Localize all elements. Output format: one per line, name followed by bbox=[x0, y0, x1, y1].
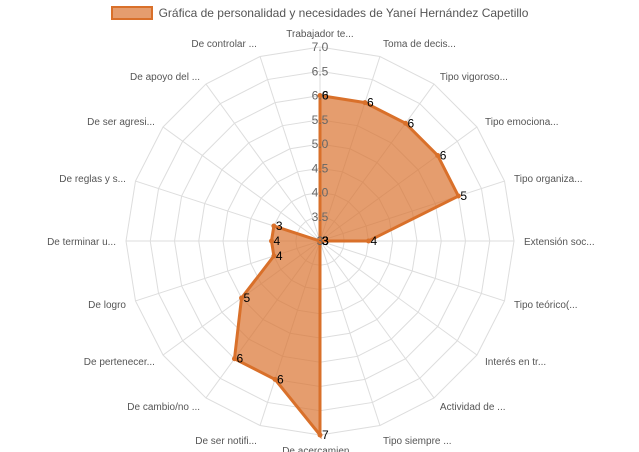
data-label-9: 3 bbox=[322, 234, 329, 248]
axis-label-17: De ser agresi... bbox=[87, 117, 155, 128]
data-point-19 bbox=[317, 238, 323, 244]
data-label-10: 7 bbox=[322, 428, 329, 442]
grid-spoke-19 bbox=[259, 56, 321, 242]
data-label-17: 3 bbox=[322, 234, 329, 248]
grid-spoke-6 bbox=[319, 240, 505, 302]
tick-label-5: 5.5 bbox=[312, 113, 329, 127]
grid-spoke-18 bbox=[205, 83, 321, 242]
axis-label-1: Toma de decis... bbox=[383, 39, 456, 50]
grid-spoke-8 bbox=[319, 240, 435, 399]
axis-label-9: Tipo siempre ... bbox=[383, 436, 452, 447]
data-label-6: 3 bbox=[322, 234, 329, 248]
data-label-7: 3 bbox=[322, 234, 329, 248]
data-point-1 bbox=[362, 100, 368, 106]
grid-spoke-9 bbox=[319, 240, 381, 426]
axis-label-layer: Trabajador te... Toma de decis... Tipo vig… bbox=[47, 29, 595, 452]
axis-label-4: Tipo organiza... bbox=[514, 174, 583, 185]
axis-label-11: De ser notifi... bbox=[195, 436, 257, 447]
chart-legend[interactable]: Gráfica de personalidad y necesidades de… bbox=[0, 5, 639, 20]
legend-swatch bbox=[110, 5, 153, 20]
axis-label-18: De apoyo del ... bbox=[130, 72, 200, 83]
axis-label-7: Interés en tr... bbox=[485, 357, 546, 368]
data-label-8: 3 bbox=[322, 234, 329, 248]
data-label-19: 3 bbox=[322, 234, 329, 248]
data-label-1: 6 bbox=[367, 96, 374, 110]
data-label-3: 6 bbox=[440, 148, 447, 162]
axis-label-14: De logro bbox=[88, 300, 126, 311]
data-point-4 bbox=[455, 193, 461, 199]
data-point-0 bbox=[317, 93, 323, 98]
axis-label-8: Actividad de ... bbox=[440, 402, 506, 413]
grid-spoke-17 bbox=[162, 126, 321, 242]
axis-label-0: Trabajador te... bbox=[286, 29, 353, 40]
data-point-11 bbox=[272, 376, 278, 382]
series-area-layer bbox=[231, 93, 461, 440]
data-point-5 bbox=[366, 238, 371, 244]
legend-label: Gráfica de personalidad y necesidades de… bbox=[158, 5, 529, 20]
data-point-14 bbox=[271, 253, 277, 259]
data-point-16 bbox=[271, 223, 277, 229]
tick-label-0: 3 bbox=[317, 234, 324, 248]
tick-label-6: 6.0 bbox=[312, 89, 329, 103]
axis-label-10: De acercamien... bbox=[282, 446, 358, 452]
data-label-2: 6 bbox=[408, 116, 415, 130]
data-label-15: 4 bbox=[274, 234, 281, 248]
axis-label-15: De terminar u... bbox=[47, 237, 116, 248]
data-label-5: 4 bbox=[371, 234, 378, 248]
tick-label-7: 6.5 bbox=[312, 64, 329, 78]
tick-label-1: 3.5 bbox=[312, 210, 329, 224]
axis-label-2: Tipo vigoroso... bbox=[440, 72, 508, 83]
data-label-14: 4 bbox=[276, 249, 283, 263]
axis-label-6: Tipo teórico(... bbox=[514, 300, 578, 311]
tick-label-layer: 3 3.5 4.0 4.5 5.0 5.5 6.0 6.5 7.0 bbox=[312, 40, 329, 248]
data-point-3 bbox=[435, 152, 441, 158]
tick-label-3: 4.5 bbox=[312, 161, 329, 175]
axis-label-13: De pertenecer... bbox=[84, 357, 155, 368]
axis-label-16: De reglas y s... bbox=[59, 174, 126, 185]
tick-label-2: 4.0 bbox=[312, 186, 329, 200]
axis-label-5: Extensión soc... bbox=[524, 237, 595, 248]
axis-label-3: Tipo emociona... bbox=[485, 117, 559, 128]
data-label-16: 3 bbox=[276, 219, 283, 233]
data-label-4: 5 bbox=[460, 189, 467, 203]
data-label-18: 3 bbox=[322, 234, 329, 248]
tick-label-4: 5.0 bbox=[312, 137, 329, 151]
data-label-12: 6 bbox=[236, 352, 243, 366]
data-label-0: 6 bbox=[322, 89, 329, 103]
tick-label-8: 7.0 bbox=[312, 40, 329, 54]
data-point-13 bbox=[239, 295, 245, 301]
series-area bbox=[232, 93, 461, 440]
grid-spoke-7 bbox=[319, 240, 478, 356]
data-point-12 bbox=[231, 356, 237, 362]
axis-label-19: De controlar ... bbox=[191, 39, 257, 50]
data-point-2 bbox=[403, 120, 409, 126]
data-point-10 bbox=[317, 432, 323, 438]
data-label-13: 5 bbox=[244, 291, 251, 305]
axis-label-12: De cambio/no ... bbox=[127, 402, 200, 413]
data-point-15 bbox=[269, 238, 274, 244]
data-label-11: 6 bbox=[277, 372, 284, 386]
